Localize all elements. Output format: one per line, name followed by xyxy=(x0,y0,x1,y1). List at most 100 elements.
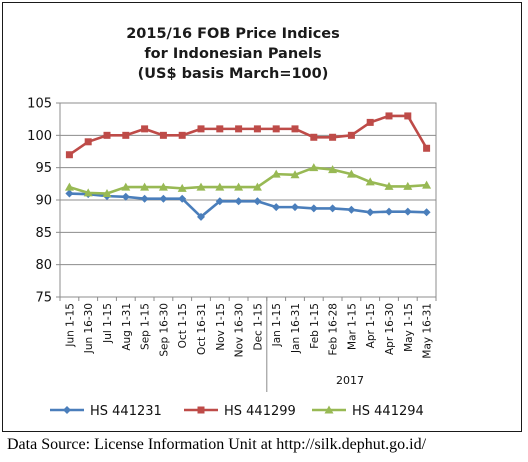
data-point xyxy=(235,125,243,133)
x-tick-label: Jun 16-30 xyxy=(83,303,95,354)
series-line xyxy=(69,166,427,195)
data-point xyxy=(404,112,412,120)
data-point xyxy=(347,205,356,214)
data-point xyxy=(102,189,112,198)
y-tick-label: 105 xyxy=(27,97,52,112)
x-tick-label: Mar 1-15 xyxy=(346,303,358,350)
data-point xyxy=(310,133,318,141)
data-point xyxy=(309,163,319,172)
data-point xyxy=(272,125,280,133)
data-point xyxy=(365,177,375,186)
data-source-note: Data Source: License Information Unit at… xyxy=(7,436,427,453)
x-tick-label: Nov 1-15 xyxy=(215,303,227,351)
legend-marker xyxy=(63,406,71,414)
data-point xyxy=(215,197,224,206)
data-point xyxy=(291,203,299,212)
data-point xyxy=(385,207,393,216)
x-tick-label: Dec 1-15 xyxy=(252,303,264,351)
series-lines xyxy=(64,112,432,221)
data-point xyxy=(197,125,205,133)
data-point xyxy=(65,151,73,159)
x-tick-label: Feb 1-15 xyxy=(309,303,321,349)
x-tick-label: Sep 16-30 xyxy=(158,303,170,357)
data-point xyxy=(272,203,281,212)
data-point xyxy=(328,204,337,213)
chart-title-line-1: 2015/16 FOB Price Indices xyxy=(126,26,340,42)
data-point xyxy=(64,182,74,191)
data-point xyxy=(234,182,244,191)
data-point xyxy=(121,192,130,201)
data-point xyxy=(253,197,262,206)
legend-label: HS 441299 xyxy=(224,404,296,419)
data-point xyxy=(178,131,186,139)
x-tick-label: Aug 1-31 xyxy=(121,303,133,351)
x-tick-label: May 1-15 xyxy=(403,303,415,352)
data-point xyxy=(346,169,356,178)
legend-label: HS 441294 xyxy=(352,404,424,419)
y-axis-ticks: 75 80 85 90 95 100 105 xyxy=(27,97,60,306)
series-2 xyxy=(64,163,432,198)
data-point xyxy=(291,125,299,133)
y-tick-label: 95 xyxy=(35,161,52,176)
data-point xyxy=(366,118,374,126)
data-point xyxy=(216,125,224,133)
y-tick-label: 100 xyxy=(27,129,52,144)
x-tick-label: Jul 1-15 xyxy=(102,303,114,344)
data-point xyxy=(271,169,281,178)
x-tick-label: Apr 16-30 xyxy=(384,303,396,355)
data-point xyxy=(329,133,337,141)
data-point xyxy=(403,207,412,216)
data-point xyxy=(215,182,225,191)
x-tick-label: May 16-31 xyxy=(422,303,434,359)
data-point xyxy=(197,212,205,221)
y-tick-label: 80 xyxy=(35,258,52,273)
x-tick-label: Jan 1-15 xyxy=(271,303,283,347)
data-point xyxy=(178,194,187,203)
x-tick-label: Oct 1-15 xyxy=(177,303,189,348)
data-point xyxy=(328,165,338,174)
data-point xyxy=(290,170,300,179)
data-point xyxy=(65,189,74,198)
data-point xyxy=(366,208,375,217)
data-point xyxy=(403,181,413,190)
data-point xyxy=(141,125,149,133)
y-tick-label: 85 xyxy=(35,226,52,241)
data-point xyxy=(253,125,261,133)
data-point xyxy=(384,181,394,190)
data-point xyxy=(103,131,111,139)
x-tick-label: Nov 16-30 xyxy=(234,303,246,357)
data-point xyxy=(196,182,206,191)
legend: HS 441231 HS 441299 HS 441294 xyxy=(50,404,424,419)
legend-marker xyxy=(197,406,205,414)
x-tick-label: Apr 1-15 xyxy=(365,303,377,348)
data-point xyxy=(140,194,149,203)
x-tick-label: Feb 16-28 xyxy=(328,303,340,355)
data-point xyxy=(385,112,393,120)
x-axis-ticks: Jun 1-15 Jun 16-30 Jul 1-15 Aug 1-31 Sep 1-1… xyxy=(59,297,437,392)
legend-label: HS 441231 xyxy=(90,404,162,419)
data-point xyxy=(159,194,168,203)
data-point xyxy=(309,204,318,213)
x-tick-label: Jun 1-15 xyxy=(64,303,76,348)
data-point xyxy=(422,208,431,217)
data-point xyxy=(347,131,355,139)
y-tick-label: 75 xyxy=(35,291,52,306)
data-point xyxy=(422,180,432,189)
series-1 xyxy=(65,112,431,159)
chart-title-line-2: for Indonesian Panels xyxy=(144,46,321,62)
data-point xyxy=(423,144,431,152)
x-axis-year-label: 2017 xyxy=(336,374,364,387)
y-tick-label: 90 xyxy=(35,194,52,209)
data-point xyxy=(158,182,168,191)
x-tick-label: Sep 1-15 xyxy=(140,303,152,350)
data-point xyxy=(140,182,150,191)
chart-title-line-3: (US$ basis March=100) xyxy=(138,66,329,82)
data-point xyxy=(84,138,92,146)
x-tick-label: Jan 16-31 xyxy=(290,303,302,354)
x-tick-label: Oct 16-31 xyxy=(196,303,208,355)
data-point xyxy=(234,197,243,206)
data-point xyxy=(83,188,93,197)
data-point xyxy=(121,182,131,191)
data-point xyxy=(177,183,187,192)
